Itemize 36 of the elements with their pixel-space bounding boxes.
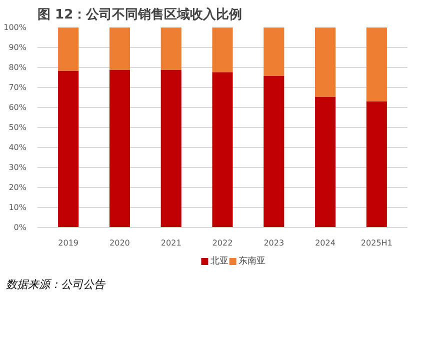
x-tick-label: 2024	[315, 238, 336, 248]
legend-label: 东南亚	[238, 256, 266, 266]
chart-title: 图 12：公司不同销售区域收入比例	[38, 6, 242, 22]
bar	[109, 70, 130, 228]
bar	[366, 28, 387, 102]
bar	[264, 76, 284, 228]
source-note: 数据来源：公司公告	[6, 277, 105, 293]
legend-label: 北亚	[210, 256, 228, 266]
y-tick-label: 70%	[8, 83, 27, 92]
y-tick-label: 50%	[8, 123, 27, 132]
y-tick-label: 60%	[8, 103, 27, 112]
x-tick-label: 2020	[110, 238, 130, 248]
x-tick-label: 2022	[212, 238, 233, 248]
y-tick-label: 0%	[14, 223, 27, 232]
x-tick-label: 2023	[264, 238, 284, 248]
bar	[212, 72, 233, 228]
bar	[366, 101, 387, 228]
x-tick-label: 2021	[160, 238, 182, 248]
bar	[160, 28, 182, 70]
y-tick-label: 100%	[4, 23, 27, 32]
y-tick-label: 20%	[8, 183, 27, 192]
y-tick-label: 80%	[8, 63, 27, 72]
bar	[315, 28, 336, 97]
bar	[315, 96, 336, 228]
y-tick-label: 30%	[8, 163, 27, 172]
x-tick-label: 2025H1	[360, 238, 392, 248]
bar	[160, 70, 182, 228]
bar	[212, 28, 233, 72]
y-tick-label: 10%	[8, 203, 27, 212]
bar	[109, 28, 130, 70]
bar	[264, 28, 284, 76]
bar	[58, 28, 79, 71]
y-tick-label: 40%	[8, 143, 27, 152]
y-tick-label: 90%	[8, 43, 27, 52]
x-tick-label: 2019	[58, 238, 79, 248]
bar	[58, 70, 79, 228]
